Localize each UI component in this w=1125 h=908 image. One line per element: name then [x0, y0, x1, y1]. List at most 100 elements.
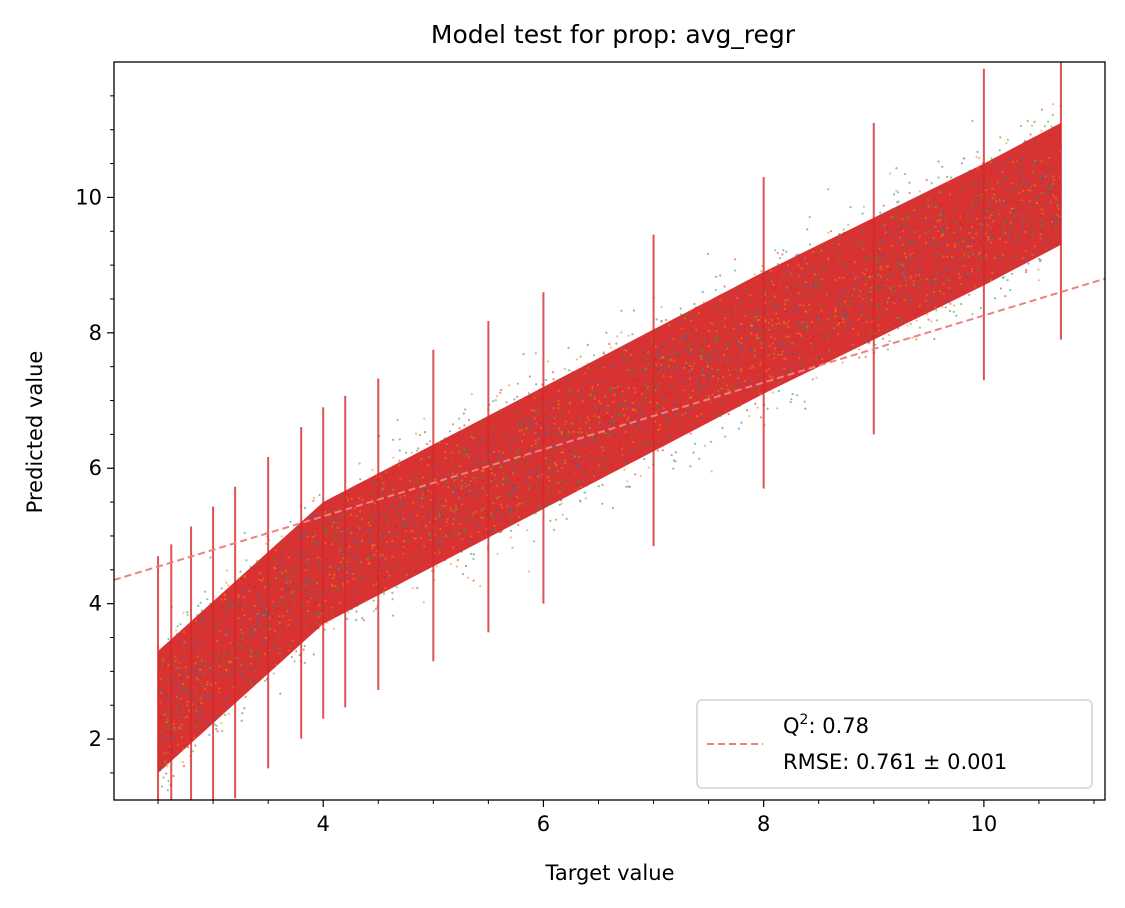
- scatter-point: [1037, 257, 1041, 260]
- scatter-point: [556, 384, 559, 387]
- scatter-point: [173, 713, 176, 716]
- scatter-point: [614, 390, 618, 393]
- scatter-point: [792, 290, 795, 293]
- scatter-point: [912, 280, 916, 283]
- scatter-point: [198, 641, 201, 644]
- scatter-point: [630, 369, 633, 372]
- scatter-point: [241, 712, 244, 715]
- scatter-point: [220, 661, 223, 664]
- scatter-point: [988, 232, 991, 235]
- scatter-point: [682, 389, 685, 392]
- scatter-point: [850, 294, 853, 298]
- scatter-point: [601, 502, 604, 505]
- scatter-point: [774, 249, 777, 252]
- scatter-point: [466, 486, 469, 489]
- scatter-point: [960, 302, 963, 306]
- scatter-point: [422, 476, 425, 479]
- scatter-point: [307, 565, 310, 568]
- scatter-point: [405, 524, 408, 527]
- scatter-point: [480, 470, 483, 473]
- scatter-point: [789, 369, 793, 372]
- scatter-point: [563, 445, 566, 448]
- scatter-point: [1028, 154, 1031, 157]
- scatter-point: [385, 540, 388, 544]
- scatter-point: [689, 309, 692, 312]
- scatter-point: [457, 417, 461, 420]
- scatter-point: [736, 382, 740, 385]
- scatter-point: [546, 433, 549, 436]
- scatter-point: [215, 724, 218, 727]
- scatter-point: [581, 470, 584, 474]
- scatter-point: [893, 289, 897, 292]
- scatter-point: [759, 339, 762, 342]
- scatter-point: [173, 674, 176, 677]
- scatter-point: [161, 716, 164, 719]
- scatter-point: [597, 485, 600, 488]
- scatter-point: [637, 424, 640, 427]
- scatter-point: [538, 410, 541, 413]
- scatter-point: [220, 587, 223, 590]
- scatter-point: [188, 706, 191, 709]
- scatter-point: [826, 338, 829, 341]
- scatter-point: [635, 372, 638, 375]
- scatter-point: [274, 558, 277, 562]
- scatter-point: [685, 362, 688, 365]
- scatter-point: [645, 396, 648, 399]
- scatter-point: [302, 625, 306, 628]
- scatter-point: [380, 481, 383, 484]
- scatter-point: [165, 750, 169, 753]
- scatter-point: [552, 440, 555, 443]
- scatter-point: [383, 524, 386, 527]
- scatter-point: [694, 407, 697, 410]
- scatter-point: [805, 325, 809, 328]
- scatter-point: [985, 263, 988, 266]
- scatter-point: [1017, 208, 1020, 211]
- scatter-point: [480, 460, 483, 463]
- scatter-point: [633, 368, 636, 371]
- scatter-point: [294, 542, 297, 545]
- scatter-point: [496, 552, 499, 555]
- scatter-point: [345, 571, 348, 574]
- scatter-point: [571, 473, 574, 476]
- scatter-point: [889, 309, 892, 312]
- scatter-point: [973, 253, 976, 257]
- scatter-point: [463, 467, 466, 471]
- scatter-point: [727, 413, 730, 416]
- scatter-point: [513, 461, 516, 464]
- scatter-point: [869, 291, 872, 295]
- scatter-point: [442, 488, 445, 491]
- scatter-point: [159, 691, 162, 694]
- scatter-point: [877, 261, 880, 264]
- scatter-point: [407, 571, 410, 574]
- scatter-point: [520, 422, 523, 425]
- scatter-point: [882, 295, 885, 298]
- scatter-point: [213, 641, 216, 645]
- scatter-point: [740, 421, 743, 424]
- scatter-point: [259, 571, 262, 575]
- scatter-point: [205, 683, 208, 686]
- scatter-point: [1033, 120, 1036, 123]
- scatter-point: [937, 230, 940, 233]
- scatter-point: [880, 231, 883, 234]
- scatter-point: [807, 282, 811, 285]
- scatter-point: [398, 564, 401, 567]
- scatter-point: [643, 383, 647, 386]
- scatter-point: [1031, 253, 1034, 257]
- scatter-point: [783, 299, 786, 302]
- scatter-point: [532, 409, 536, 412]
- scatter-point: [726, 347, 729, 351]
- scatter-point: [1042, 205, 1045, 208]
- scatter-point: [841, 313, 844, 316]
- scatter-point: [791, 393, 794, 396]
- scatter-point: [438, 519, 441, 522]
- scatter-point: [797, 264, 800, 267]
- scatter-point: [263, 585, 266, 588]
- scatter-point: [510, 466, 513, 469]
- scatter-point: [901, 243, 905, 246]
- scatter-point: [491, 428, 494, 431]
- scatter-point: [637, 393, 640, 396]
- scatter-point: [284, 587, 287, 590]
- legend-q2-exponent: 2: [800, 712, 809, 728]
- scatter-point: [1012, 192, 1015, 195]
- scatter-point: [796, 394, 799, 397]
